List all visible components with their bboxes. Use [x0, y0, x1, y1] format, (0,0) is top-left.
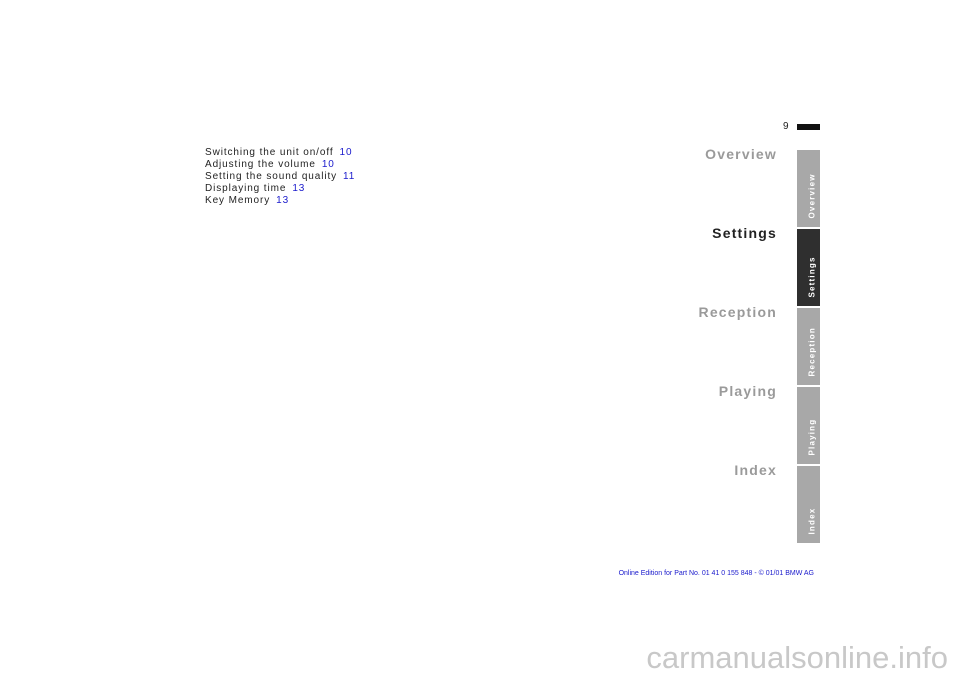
toc-page-link[interactable]: 10	[321, 159, 335, 170]
section-tab[interactable]: Settings	[797, 229, 820, 306]
watermark: carmanualsonline.info	[646, 640, 948, 675]
footer: Online Edition for Part No. 01 41 0 155 …	[618, 570, 814, 577]
toc-page-link[interactable]: 10	[339, 147, 353, 158]
tab-label: Playing	[807, 418, 816, 456]
tab-label: Overview	[807, 173, 816, 219]
section-tab[interactable]: Overview	[797, 150, 820, 227]
page-marker	[797, 124, 820, 130]
toc-text: Setting the sound quality	[205, 171, 338, 182]
toc-page-link[interactable]: 11	[343, 171, 356, 182]
section-tab[interactable]: Index	[797, 466, 820, 543]
tab-label: Settings	[807, 256, 816, 298]
toc-entry: Setting the sound quality 11	[205, 171, 355, 182]
section-heading[interactable]: Index	[734, 462, 777, 478]
toc-text: Adjusting the volume	[205, 159, 316, 170]
toc-entry: Switching the unit on/off 10	[205, 147, 352, 158]
toc-entry: Displaying time 13	[205, 183, 305, 194]
tab-label: Reception	[807, 327, 816, 377]
section-tab[interactable]: Reception	[797, 308, 820, 385]
toc-page-link[interactable]: 13	[292, 183, 306, 194]
toc-page-link[interactable]: 13	[276, 195, 290, 206]
toc-text: Switching the unit on/off	[205, 147, 334, 158]
toc-text: Displaying time	[205, 183, 287, 194]
toc-entry: Key Memory 13	[205, 195, 289, 206]
section-heading[interactable]: Overview	[705, 146, 777, 162]
page-number: 9	[783, 121, 789, 132]
section-heading[interactable]: Playing	[718, 383, 777, 399]
section-tab[interactable]: Playing	[797, 387, 820, 464]
toc-entry: Adjusting the volume 10	[205, 159, 335, 170]
section-heading[interactable]: Reception	[698, 304, 777, 320]
tab-label: Index	[807, 507, 816, 535]
section-heading[interactable]: Settings	[712, 225, 777, 241]
toc-text: Key Memory	[205, 195, 271, 206]
